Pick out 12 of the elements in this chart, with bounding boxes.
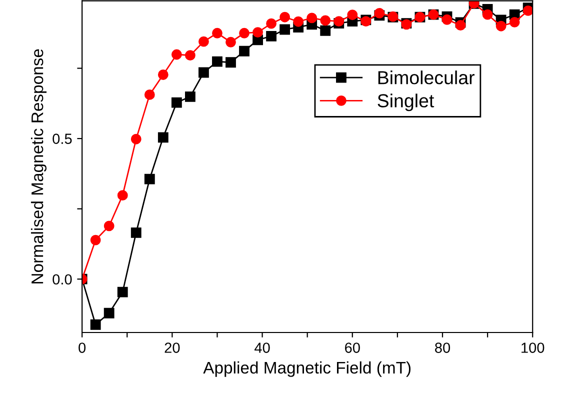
y-tick-label: 0.0 [52,274,72,285]
y-tick-label: 0.5 [52,134,72,144]
x-tick-label: 40 [254,342,270,353]
x-tick-label: 100 [522,342,544,353]
legend-label: Bimolecular [378,70,474,84]
x-tick-label: 0 [78,342,86,353]
x-tick-label: 20 [164,342,180,353]
legend-label: Singlet [378,94,434,112]
y-axis-title: Normalised Magnetic Response [30,49,47,284]
x-axis-title: Applied Magnetic Field (mT) [203,361,411,377]
x-tick-label: 60 [345,342,360,353]
x-tick-label: 80 [435,342,450,353]
